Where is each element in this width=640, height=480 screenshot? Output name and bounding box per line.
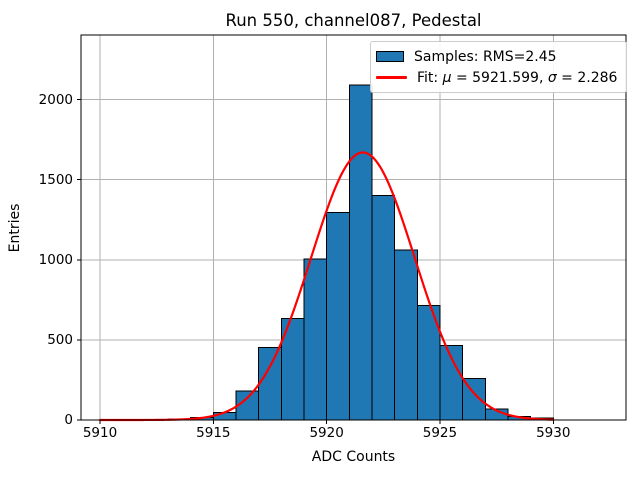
histogram-bar (348, 84, 373, 421)
x-tick-label: 5915 (196, 425, 231, 441)
fit-line-swatch (376, 76, 407, 79)
x-tick-label: 5920 (309, 425, 344, 441)
legend-samples-label: Samples: RMS=2.45 (414, 48, 557, 65)
histogram-bar (371, 195, 396, 421)
y-tick-label: 1000 (38, 251, 73, 268)
y-axis-label: Entries (7, 203, 23, 253)
y-tick-label: 500 (47, 331, 73, 348)
chart-title: Run 550, channel087, Pedestal (225, 11, 482, 30)
histogram-bar (303, 258, 328, 421)
histogram-swatch (376, 51, 404, 62)
y-tick-label: 0 (64, 412, 73, 428)
y-tick-label: 2000 (38, 91, 73, 108)
x-tick-label: 5910 (82, 425, 118, 441)
y-tick-label: 1500 (38, 171, 73, 188)
legend: Samples: RMS=2.45 Fit: μ = 5921.599, σ =… (370, 41, 628, 93)
legend-entry-samples: Samples: RMS=2.45 (376, 46, 617, 67)
histogram-bar (258, 346, 282, 421)
legend-fit-label: Fit: μ = 5921.599, σ = 2.286 (417, 69, 618, 86)
x-tick-label: 5925 (422, 425, 458, 441)
axes-frame (80, 34, 627, 421)
histogram-bar (394, 249, 418, 421)
x-tick-label: 5930 (536, 425, 571, 441)
histogram-bar (326, 212, 350, 421)
x-axis-label: ADC Counts (311, 449, 396, 465)
legend-entry-fit: Fit: μ = 5921.599, σ = 2.286 (376, 67, 617, 88)
